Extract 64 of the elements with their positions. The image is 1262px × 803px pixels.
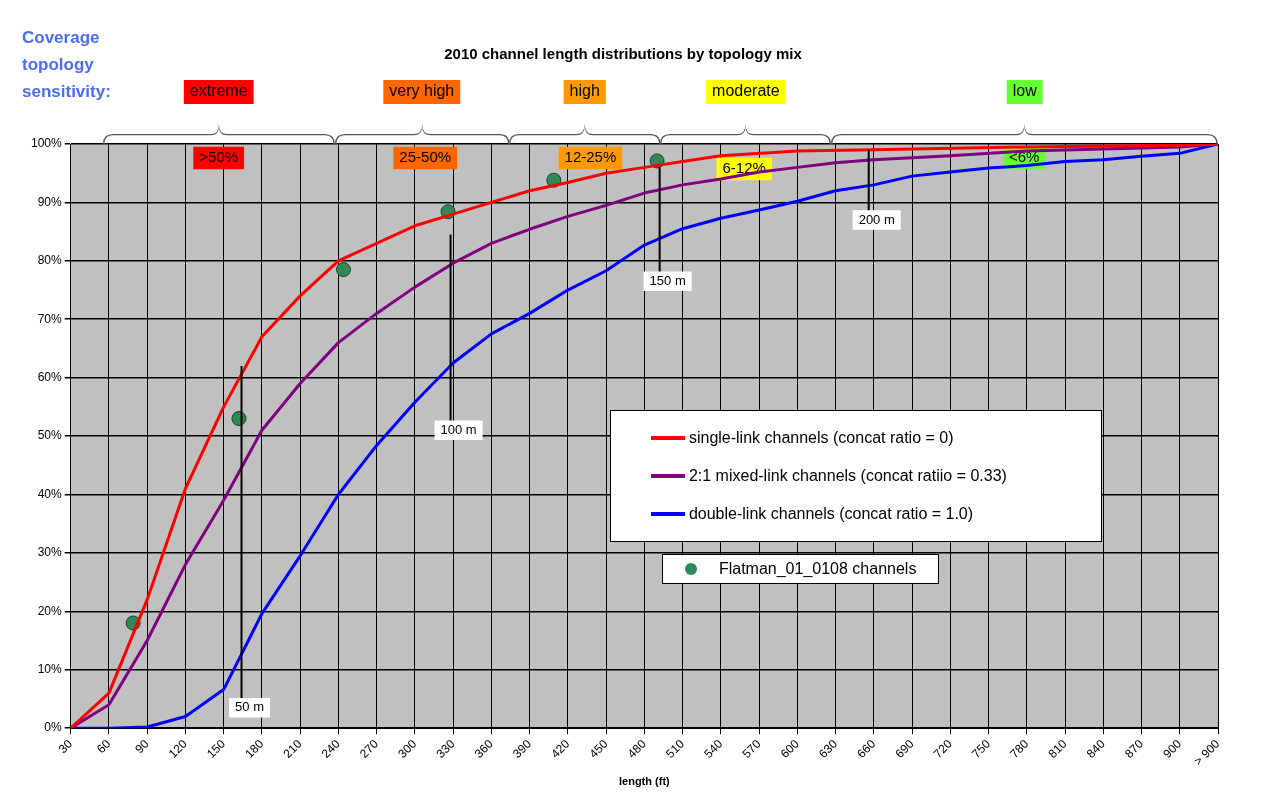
x-tick-label: 360 <box>471 736 497 761</box>
x-tick-label: 810 <box>1045 736 1070 761</box>
x-tick-label: 180 <box>242 736 267 761</box>
text: extreme <box>189 82 248 100</box>
x-tick-label: 750 <box>968 736 994 761</box>
x-tick-label: 840 <box>1083 736 1108 761</box>
text: high <box>569 82 600 100</box>
x-tick-label: 780 <box>1007 736 1032 761</box>
x-tick-label: 420 <box>548 736 573 761</box>
x-tick-label: 90 <box>132 736 152 757</box>
x-tick-label: 150 <box>204 736 229 761</box>
ref-line-label: 200 m <box>858 211 895 227</box>
x-tick-label: 30 <box>55 736 76 757</box>
x-tick-label: 690 <box>892 736 917 761</box>
annotation: >50% <box>199 148 239 166</box>
x-tick-label: > 900 <box>1191 736 1223 769</box>
x-tick-label: 330 <box>433 736 458 761</box>
annotation: 25-50% <box>399 148 452 166</box>
x-tick-label: 120 <box>165 736 191 761</box>
x-axis-title: length (ft) <box>618 775 671 788</box>
y-tick-label: 100% <box>30 136 63 151</box>
annotation: <6% <box>1008 148 1040 166</box>
y-tick-label: 60% <box>37 369 63 384</box>
x-tick-label: 600 <box>777 736 803 761</box>
ref-line-label: 150 m <box>649 272 686 288</box>
x-tick-label: 720 <box>930 736 955 761</box>
x-tick-label: 60 <box>94 736 114 757</box>
y-tick-label: 10% <box>37 662 63 677</box>
x-tick-label: 540 <box>701 736 726 761</box>
x-tick-label: 570 <box>739 736 764 761</box>
point <box>336 262 351 278</box>
y-tick-label: 70% <box>37 311 63 326</box>
x-tick-label: 900 <box>1160 736 1185 761</box>
ref-line-label: 100 m <box>440 421 477 437</box>
y-tick-label: 80% <box>37 253 63 268</box>
x-tick-label: 300 <box>395 736 420 761</box>
x-tick-label: 210 <box>280 736 305 761</box>
annotation: 12-25% <box>564 148 617 166</box>
y-tick-label: 50% <box>37 428 63 443</box>
text: low <box>1012 82 1038 100</box>
legend-label: Flatman_01_0108 channels <box>718 559 917 578</box>
x-tick-label: 270 <box>357 736 382 761</box>
chart-title: 2010 channel length distributions by topology mix <box>444 45 803 63</box>
y-tick-label: 20% <box>37 603 63 618</box>
legend-panel: Flatman_01_0108 channels <box>661 553 940 584</box>
y-tick-label: 0% <box>44 720 63 735</box>
y-tick-label: 30% <box>37 545 63 560</box>
x-tick-label: 870 <box>1121 736 1147 761</box>
y-tick-label: 90% <box>37 194 63 209</box>
x-tick-label: 240 <box>318 736 344 761</box>
x-tick-label: 390 <box>510 736 535 761</box>
y-tick-label: 40% <box>37 486 63 501</box>
text: very high <box>389 82 455 100</box>
legend-label: double-link channels (concat ratio = 1.0) <box>688 504 974 523</box>
x-tick-label: 450 <box>586 736 611 761</box>
ref-line-label: 50 m <box>235 699 264 715</box>
x-tick-label: 510 <box>662 736 688 761</box>
x-tick-label: 630 <box>815 736 841 761</box>
legend-label: 2:1 mixed-link channels (concat ratiio = 0.33) <box>688 466 1007 485</box>
text: moderate <box>712 82 780 100</box>
text: Coverage topology sensitivity: <box>22 28 111 102</box>
x-tick-label: 660 <box>854 736 879 761</box>
legend-label: single-link channels (concat ratio = 0) <box>688 428 954 447</box>
x-tick-label: 480 <box>624 736 650 761</box>
